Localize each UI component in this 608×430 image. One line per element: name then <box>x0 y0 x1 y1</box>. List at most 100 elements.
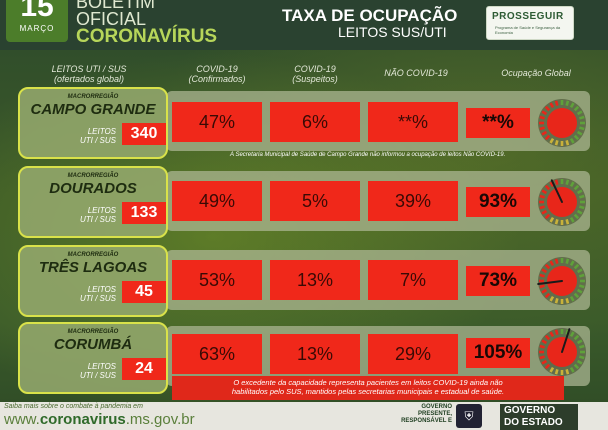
gauge-tick <box>554 258 559 264</box>
gauge-tick <box>569 366 575 373</box>
col-nao-covid: NÃO COVID-19 <box>368 68 464 78</box>
gauge-tick <box>579 115 585 120</box>
gauge-tick <box>573 263 580 270</box>
gauge-tick <box>573 134 580 141</box>
gauge-tick <box>579 194 585 199</box>
gauge-tick <box>549 295 555 302</box>
cell-confirmados: 53% <box>172 260 262 300</box>
page-title: TAXA DE OCUPAÇÃO <box>282 6 458 25</box>
gauge-tick <box>539 344 545 349</box>
gauge-tick <box>569 331 575 338</box>
gauge-tick <box>539 355 545 360</box>
gauge-tick <box>541 209 548 215</box>
gauge-icon <box>538 99 586 147</box>
gauge-tick <box>549 260 555 267</box>
region-macro-label: MACRORREGIÃO <box>67 329 119 335</box>
region-name: CORUMBÁ <box>53 336 133 353</box>
col-conf-line2: (Confirmados) <box>188 74 246 84</box>
gauge-tick <box>576 339 583 345</box>
leitos-label-line1: LEITOS <box>87 285 116 294</box>
cell-confirmados: 49% <box>172 181 262 221</box>
cell-confirmados: 47% <box>172 102 262 142</box>
prosseguir-sub: Programa de Saúde e Segurança da Economi… <box>495 25 561 35</box>
gauge-tick <box>539 115 545 120</box>
gauge-tick <box>565 258 570 264</box>
leitos-label-line2: UTI / SUS <box>79 215 116 224</box>
gauge-tick <box>579 284 585 289</box>
cell-suspeitos: 5% <box>270 181 360 221</box>
gauge-tick <box>576 288 583 294</box>
gauge-tick <box>579 126 585 131</box>
gauge-tick <box>549 366 555 373</box>
gauge-tick <box>565 140 570 146</box>
cell-global: 73% <box>466 266 530 296</box>
cell-nao-covid: 39% <box>368 181 458 221</box>
gauge-tick <box>554 179 559 185</box>
region-tres-lagoas: MACRORREGIÃO TRÊS LAGOAS LEITOS UTI / SU… <box>18 245 168 317</box>
gauge-tick <box>579 273 585 278</box>
col-susp-line2: (Suspeitos) <box>292 74 338 84</box>
prosseguir-name: PROSSEGUIR <box>492 11 564 22</box>
gauge-tick <box>573 363 580 370</box>
coat-of-arms-icon: ⛨ <box>456 404 482 428</box>
col-nao-line: NÃO COVID-19 <box>384 68 448 78</box>
gauge-icon <box>537 257 586 305</box>
leitos-label: LEITOS UTI / SUS <box>72 206 116 224</box>
gauge-needle <box>537 280 563 286</box>
gauge-tick <box>565 179 570 185</box>
gauge-icon <box>538 328 586 376</box>
gauge-tick <box>554 219 559 225</box>
region-name: DOURADOS <box>49 180 137 197</box>
excedente-line1: O excedente da capacidade representa pac… <box>233 378 503 387</box>
gauge-tick <box>549 181 555 188</box>
col-susp-line1: COVID-19 <box>294 64 336 74</box>
gauge-tick <box>539 273 545 278</box>
gauge-tick <box>554 329 559 335</box>
cell-nao-covid: **% <box>368 102 458 142</box>
gauge-tick <box>549 137 555 144</box>
bulletin-line2: OFICIAL <box>76 9 147 29</box>
region-name: CAMPO GRANDE <box>30 101 156 118</box>
excedente-line2: habilitados pelo SUS, mantidos pelas sec… <box>231 387 505 396</box>
gauge-tick <box>579 344 585 349</box>
leitos-label-line2: UTI / SUS <box>79 294 116 303</box>
leitos-label: LEITOS UTI / SUS <box>72 362 116 380</box>
cell-global: 93% <box>466 187 530 217</box>
gauge-tick <box>544 134 551 141</box>
note-campo-grande: A Secretaria Municipal de Saúde de Campo… <box>230 152 506 158</box>
region-name: TRÊS LAGOAS <box>38 259 148 276</box>
gauge-tick <box>565 219 570 225</box>
gauge-tick <box>541 268 548 274</box>
gauge-tick <box>539 205 545 210</box>
date-month: MARÇO <box>19 24 55 33</box>
cell-suspeitos: 13% <box>270 334 360 374</box>
gauge-tick <box>565 100 570 106</box>
cell-nao-covid: 7% <box>368 260 458 300</box>
gauge-tick <box>573 334 580 341</box>
gauge-tick <box>554 140 559 146</box>
gauge-tick <box>565 369 570 375</box>
leitos-value: 340 <box>122 123 166 145</box>
cell-global: 105% <box>466 338 530 368</box>
footer-saiba: Saiba mais sobre o combate à pandemia em <box>4 403 143 410</box>
col-leitos-line2: (ofertados global) <box>53 74 125 84</box>
gauge-tick <box>579 205 585 210</box>
region-macro-label: MACRORREGIÃO <box>67 173 119 179</box>
region-campo-grande: MACRORREGIÃO CAMPO GRANDE LEITOS UTI / S… <box>18 87 168 159</box>
col-leitos: LEITOS UTI / SUS (ofertados global) <box>14 64 164 84</box>
cell-confirmados: 63% <box>172 334 262 374</box>
gauge-tick <box>573 213 580 220</box>
gov-line1: GOVERNO <box>504 405 556 416</box>
leitos-label: LEITOS UTI / SUS <box>72 127 116 145</box>
gauge-tick <box>569 260 575 267</box>
region-macro-label: MACRORREGIÃO <box>67 252 119 258</box>
gauge-tick <box>544 105 551 112</box>
footer: Saiba mais sobre o combate à pandemia em… <box>0 402 608 430</box>
cell-nao-covid: 29% <box>368 334 458 374</box>
gauge-tick <box>539 126 545 131</box>
footer-website-link[interactable]: www.coronavirus.ms.gov.br <box>4 411 195 428</box>
leitos-value: 24 <box>122 358 166 380</box>
gauge-tick <box>544 184 551 191</box>
gauge-tick <box>541 288 548 294</box>
